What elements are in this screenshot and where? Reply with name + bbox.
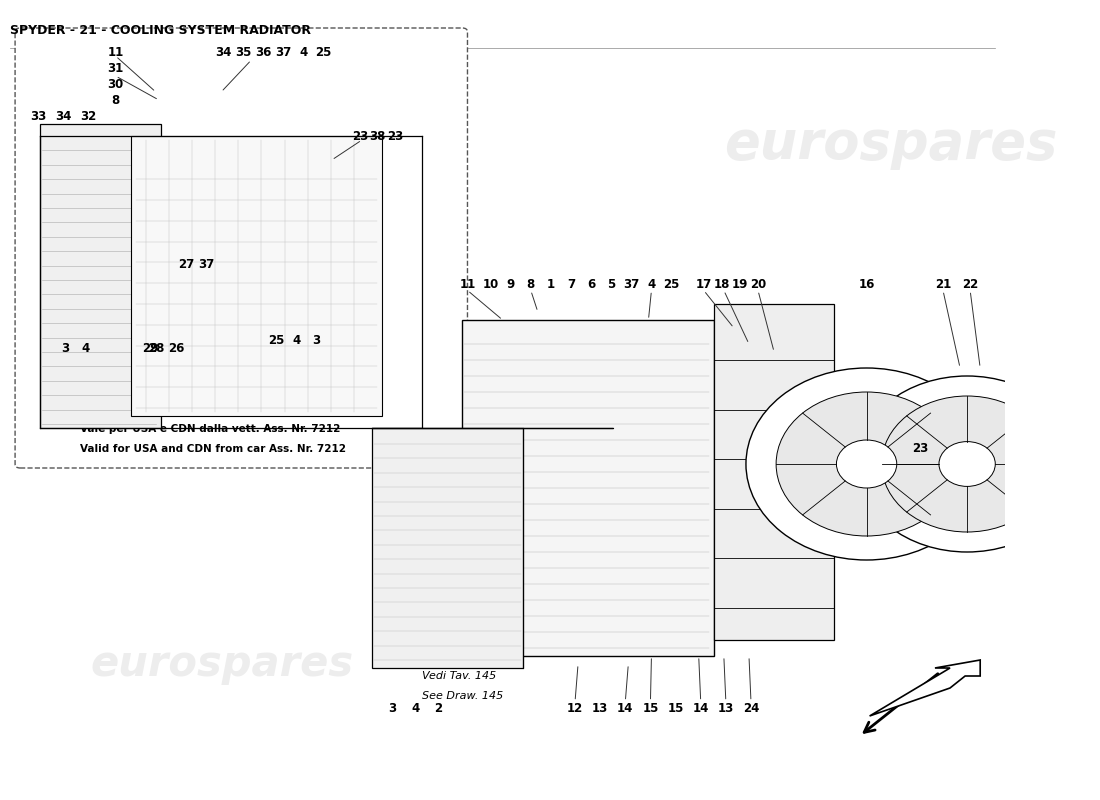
- Text: 15: 15: [668, 702, 684, 714]
- Text: 12: 12: [566, 702, 583, 714]
- Text: 17: 17: [695, 278, 712, 290]
- Text: 25: 25: [316, 46, 332, 58]
- Text: 25: 25: [268, 334, 285, 346]
- Text: 31: 31: [108, 62, 123, 74]
- Text: Vedi Tav. 145: Vedi Tav. 145: [422, 671, 496, 681]
- Circle shape: [939, 442, 996, 486]
- Circle shape: [777, 392, 957, 536]
- Text: 37: 37: [198, 258, 214, 270]
- Text: 4: 4: [411, 702, 419, 714]
- Text: 3: 3: [388, 702, 396, 714]
- Bar: [41, 124, 161, 428]
- Text: 37: 37: [624, 278, 639, 290]
- Text: 18: 18: [714, 278, 730, 290]
- Circle shape: [882, 396, 1053, 532]
- Text: 7: 7: [566, 278, 575, 290]
- Text: 26: 26: [167, 342, 184, 354]
- Text: 15: 15: [642, 702, 659, 714]
- Text: 37: 37: [275, 46, 292, 58]
- Text: 13: 13: [592, 702, 608, 714]
- FancyBboxPatch shape: [15, 28, 467, 468]
- Text: 11: 11: [460, 278, 475, 290]
- Polygon shape: [870, 660, 980, 716]
- Text: 4: 4: [293, 334, 300, 346]
- Bar: [131, 136, 382, 416]
- Text: 3: 3: [312, 334, 321, 346]
- Text: 16: 16: [858, 278, 874, 290]
- Text: 21: 21: [935, 278, 952, 290]
- Text: 32: 32: [80, 110, 97, 122]
- Bar: [714, 304, 835, 640]
- Text: 4: 4: [81, 342, 89, 354]
- Circle shape: [746, 368, 987, 560]
- Text: 5: 5: [607, 278, 615, 290]
- Text: 36: 36: [255, 46, 272, 58]
- Circle shape: [836, 440, 896, 488]
- Text: See Draw. 145: See Draw. 145: [422, 691, 504, 701]
- Text: 14: 14: [617, 702, 634, 714]
- Text: 35: 35: [235, 46, 252, 58]
- Text: 34: 34: [55, 110, 72, 122]
- Text: 13: 13: [717, 702, 734, 714]
- Text: 29: 29: [143, 342, 160, 354]
- Text: 23: 23: [387, 130, 404, 142]
- Text: 38: 38: [368, 130, 385, 142]
- Text: 33: 33: [30, 110, 46, 122]
- Text: 24: 24: [742, 702, 759, 714]
- Text: 14: 14: [693, 702, 708, 714]
- Text: 27: 27: [178, 258, 194, 270]
- Text: 3: 3: [62, 342, 69, 354]
- Text: 1: 1: [547, 278, 556, 290]
- Text: 19: 19: [732, 278, 748, 290]
- Text: 30: 30: [108, 78, 123, 90]
- Text: Valid for USA and CDN from car Ass. Nr. 7212: Valid for USA and CDN from car Ass. Nr. …: [80, 444, 346, 454]
- Text: 34: 34: [214, 46, 231, 58]
- Bar: [462, 320, 714, 656]
- Text: 23: 23: [352, 130, 368, 142]
- Text: 4: 4: [647, 278, 656, 290]
- Text: SPYDER - 21 - COOLING SYSTEM RADIATOR: SPYDER - 21 - COOLING SYSTEM RADIATOR: [10, 24, 311, 37]
- Text: 9: 9: [507, 278, 515, 290]
- Text: 20: 20: [750, 278, 766, 290]
- Text: Vale per USA e CDN dalla vett. Ass. Nr. 7212: Vale per USA e CDN dalla vett. Ass. Nr. …: [80, 424, 341, 434]
- Text: eurospares: eurospares: [90, 643, 353, 685]
- Text: eurospares: eurospares: [724, 118, 1057, 170]
- Bar: [372, 428, 522, 668]
- Text: 28: 28: [147, 342, 164, 354]
- Text: 10: 10: [483, 278, 498, 290]
- Text: 6: 6: [587, 278, 595, 290]
- Text: 8: 8: [527, 278, 535, 290]
- Text: 8: 8: [111, 94, 120, 106]
- Text: 23: 23: [912, 442, 928, 454]
- Text: 22: 22: [962, 278, 978, 290]
- Circle shape: [857, 376, 1078, 552]
- Text: 25: 25: [663, 278, 680, 290]
- Text: 11: 11: [108, 46, 123, 58]
- Text: 4: 4: [299, 46, 308, 58]
- Text: 2: 2: [434, 702, 442, 714]
